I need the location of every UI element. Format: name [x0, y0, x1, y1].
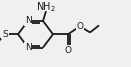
Text: O: O: [77, 22, 83, 31]
Text: N: N: [25, 43, 31, 52]
Text: NH$_2$: NH$_2$: [36, 0, 56, 14]
Text: S: S: [2, 30, 8, 39]
Text: N: N: [25, 16, 31, 25]
Text: O: O: [64, 46, 72, 55]
